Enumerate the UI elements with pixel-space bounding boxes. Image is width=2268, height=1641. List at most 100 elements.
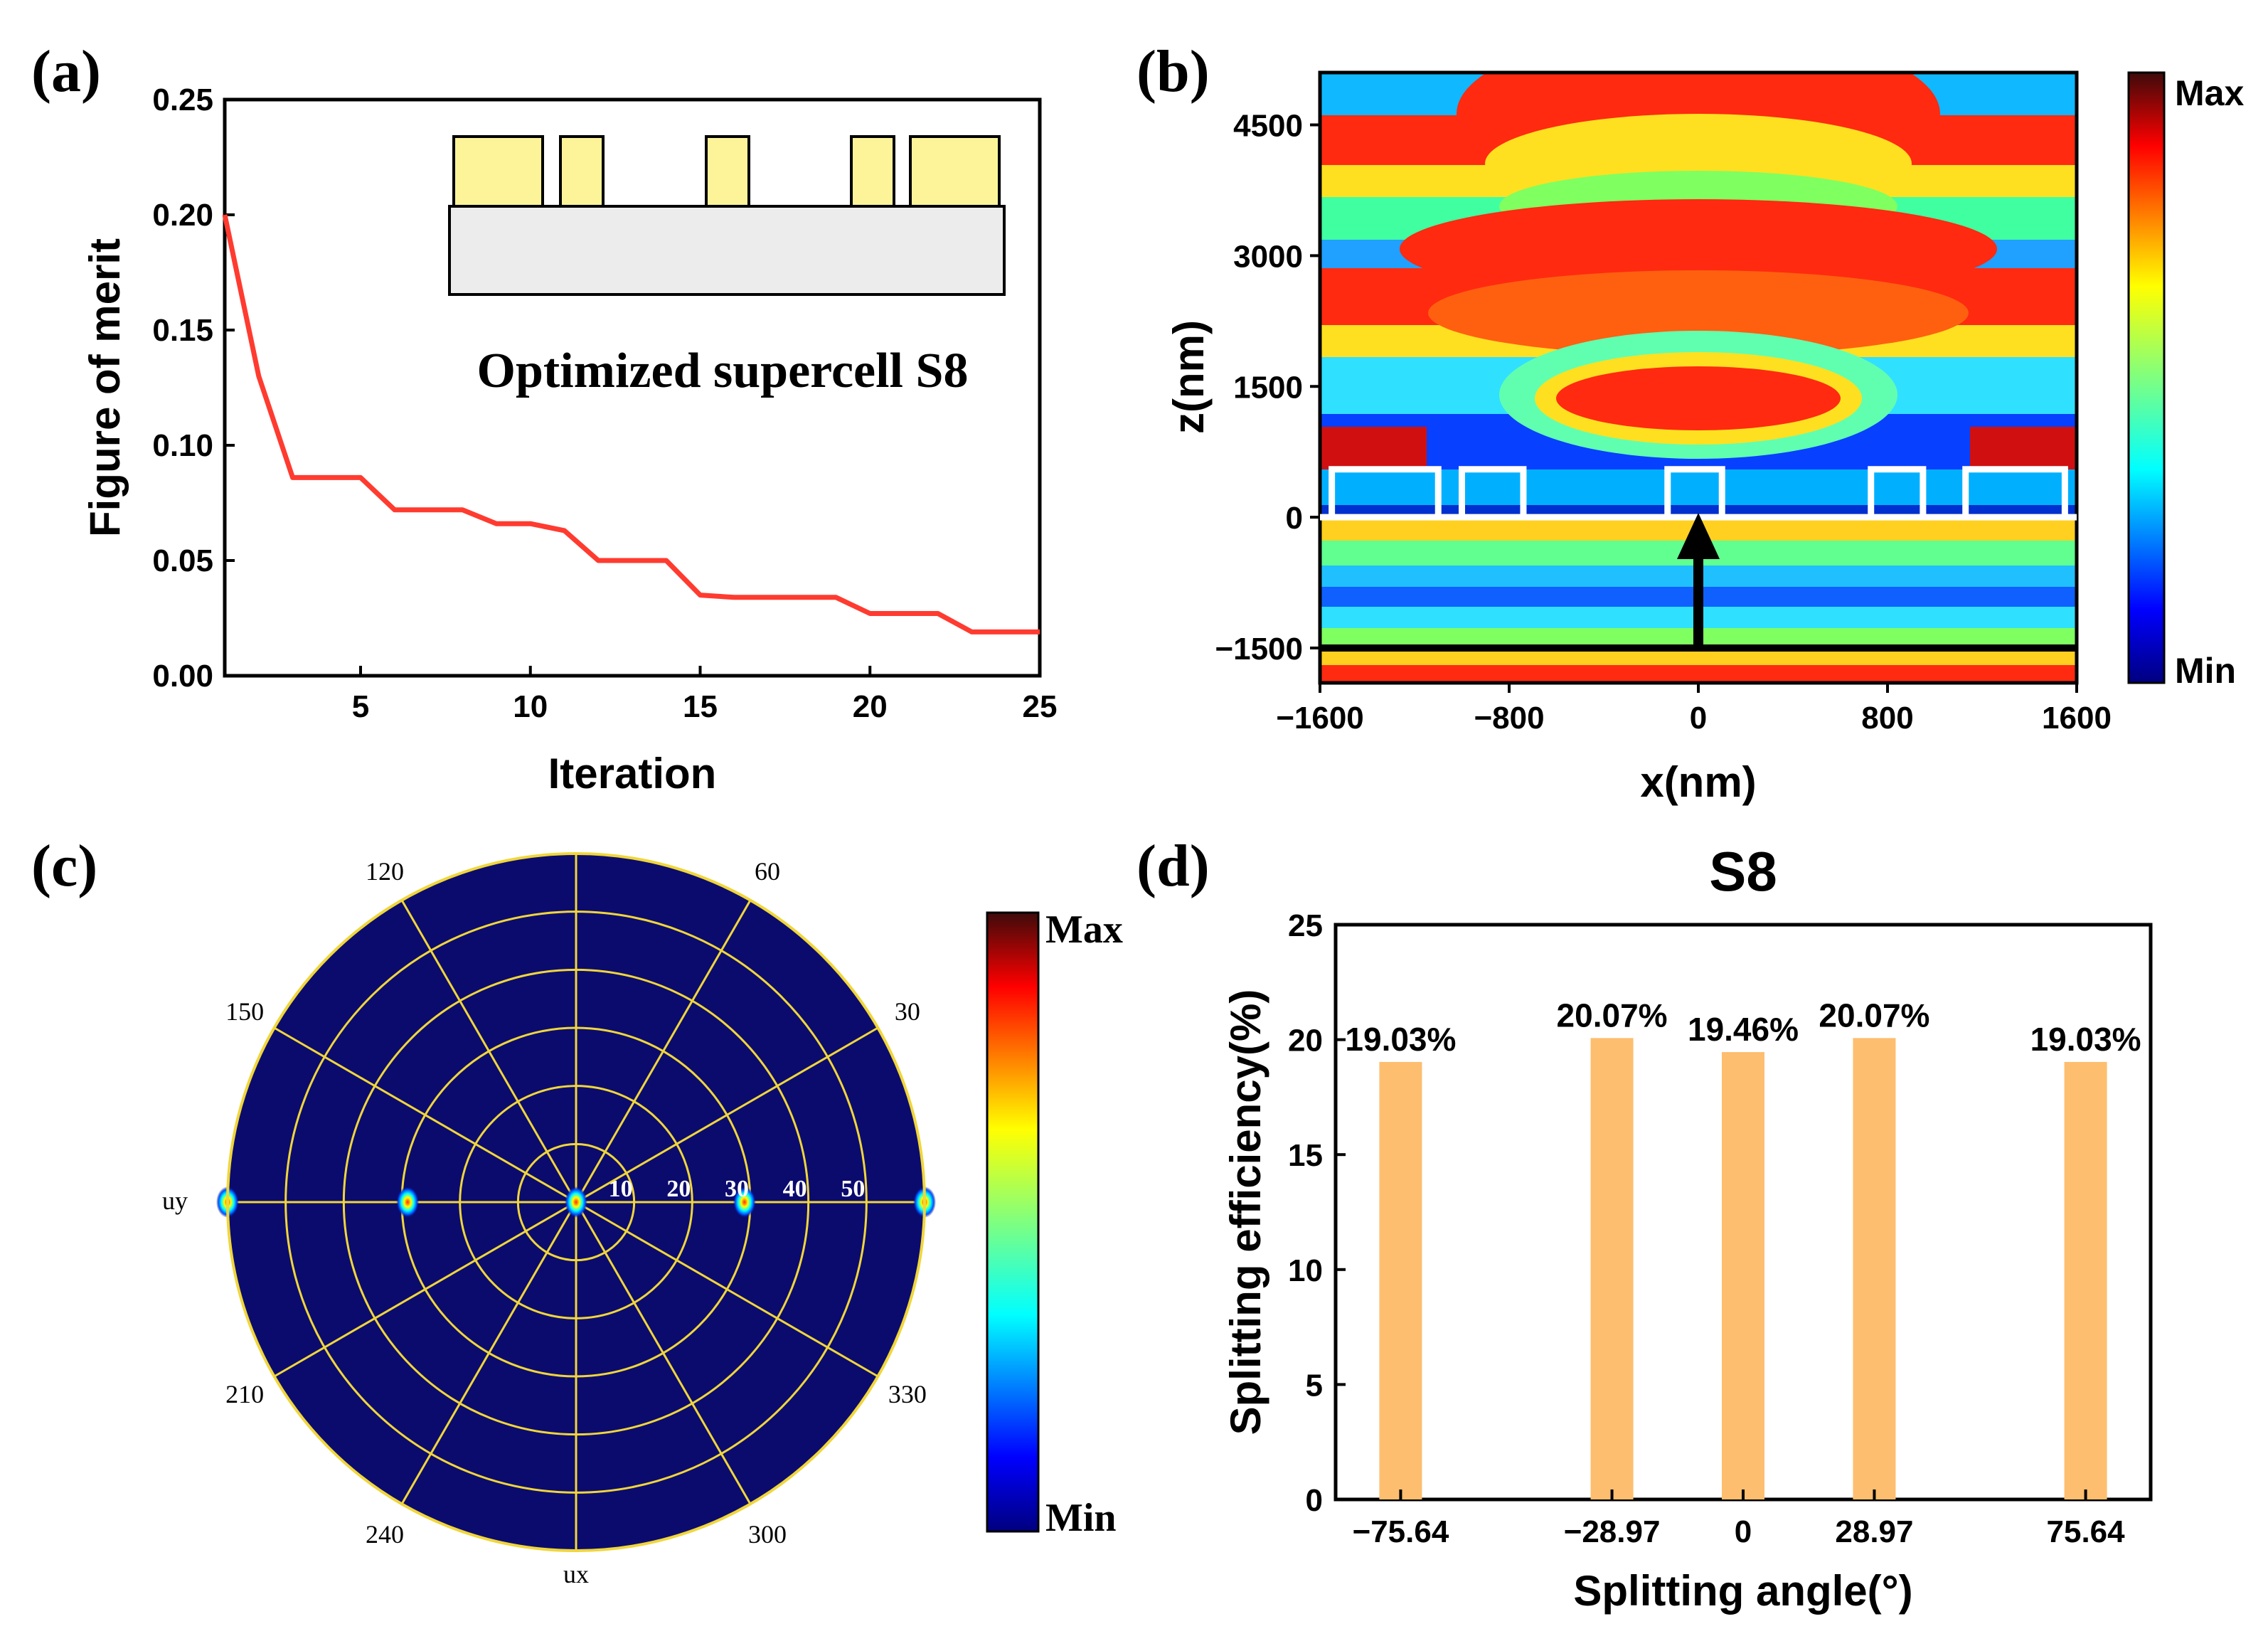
efficiency-bar <box>1379 1061 1422 1499</box>
panel-c-colorbar-min: Min <box>1045 1496 1117 1540</box>
pillar-5 <box>909 135 1001 208</box>
polar-angle-label: 120 <box>366 857 404 886</box>
b-x-tick-label: 800 <box>1861 701 1913 735</box>
pillar-2 <box>559 135 605 208</box>
panel-label-d: (d) <box>1136 833 1210 899</box>
polar-angle-label: 150 <box>225 997 264 1026</box>
panel-a-x-ticks: 5 10 15 20 25 <box>352 666 1058 724</box>
polar-angle-label: 60 <box>755 857 780 886</box>
b-y-tick-label: 3000 <box>1233 239 1303 274</box>
efficiency-bar <box>1722 1052 1764 1499</box>
b-x-tick-label: 0 <box>1690 701 1707 735</box>
panel-b-y-ticks: −1500 0 1500 3000 4500 <box>1215 109 1320 667</box>
a-x-tick-label: 5 <box>352 689 369 724</box>
pillar-4 <box>850 135 895 208</box>
bar-value-label: 20.07% <box>1819 997 1929 1034</box>
inset-label: Optimized supercell S8 <box>477 344 969 398</box>
polar-angle-label: 300 <box>748 1520 787 1549</box>
panel-d-y-label: Splitting efficiency(%) <box>1222 989 1269 1435</box>
polar-angle-labels: 60 30 330 300 240 210 150 120 <box>225 857 927 1549</box>
a-y-tick-label: 0.10 <box>152 428 213 463</box>
panel-a-frame <box>223 97 1042 678</box>
d-x-tick-label: 0 <box>1735 1514 1752 1549</box>
polar-ring-label: 20 <box>666 1176 691 1202</box>
panel-a-x-label: Iteration <box>548 750 717 797</box>
efficiency-bar <box>1590 1038 1634 1499</box>
panel-d-y-ticks: 0 5 10 15 20 25 <box>1288 908 1346 1518</box>
panel-a-y-label: Figure of merit <box>81 238 129 537</box>
polar-hotspot <box>733 1186 756 1218</box>
polar-angle-label: 30 <box>895 997 920 1026</box>
panel-d-x-ticks: −75.64 −28.97 0 28.97 75.64 <box>1353 1489 2126 1549</box>
d-y-tick-label: 5 <box>1306 1368 1323 1403</box>
panel-b-y-label: z(nm) <box>1165 320 1213 434</box>
bar-value-label: 20.07% <box>1557 997 1668 1034</box>
bar-value-label: 19.03% <box>2030 1021 2141 1058</box>
polar-label-uy: uy <box>162 1186 188 1215</box>
polar-ring-label: 50 <box>841 1176 865 1202</box>
panel-d-bars: 19.03% 20.07% 19.46% 20.07% 19.03% <box>1345 997 2141 1499</box>
b-y-tick-label: −1500 <box>1215 632 1303 667</box>
polar-ring-label: 30 <box>725 1176 749 1202</box>
polar-angle-label: 210 <box>225 1380 264 1408</box>
a-x-tick-label: 25 <box>1023 689 1058 724</box>
polar-angle-label: 330 <box>888 1380 927 1408</box>
efficiency-bar <box>1853 1038 1896 1499</box>
panel-label-c: (c) <box>31 833 97 899</box>
panel-d: S8 19.03% 20.07% 19.46% 20.07% 19.03% 0 5 10 15… <box>1222 840 2153 1615</box>
b-x-tick-label: −800 <box>1474 701 1544 735</box>
panel-b-x-ticks: −1600 −800 0 800 1600 <box>1276 683 2112 735</box>
polar-label-ux: ux <box>563 1560 589 1588</box>
panel-c-colorbar-max: Max <box>1045 908 1123 952</box>
polar-ring-label: 40 <box>783 1176 807 1202</box>
bar-value-label: 19.46% <box>1688 1011 1799 1048</box>
panel-label-b: (b) <box>1136 38 1210 105</box>
pillar-outline <box>1962 466 2068 518</box>
pillar-outline <box>1329 466 1442 518</box>
panel-b-colorbar-min: Min <box>2175 651 2236 691</box>
a-x-tick-label: 20 <box>853 689 888 724</box>
panel-b-colorbar <box>2127 71 2166 684</box>
d-y-tick-label: 25 <box>1288 908 1323 943</box>
panel-a: 0.00 0.05 0.10 0.15 0.20 0.25 5 10 15 20 25 Optim… <box>81 83 1057 797</box>
panel-d-x-label: Splitting angle(°) <box>1573 1567 1912 1615</box>
d-x-tick-label: 75.64 <box>2047 1514 2126 1549</box>
panel-c-colorbar <box>986 911 1040 1533</box>
b-x-tick-label: −1600 <box>1276 701 1364 735</box>
a-y-tick-label: 0.20 <box>152 198 213 233</box>
b-x-tick-label: 1600 <box>2042 701 2112 735</box>
d-y-tick-label: 15 <box>1288 1138 1323 1173</box>
a-x-tick-label: 15 <box>683 689 718 724</box>
panel-b-colorbar-max: Max <box>2175 73 2244 113</box>
polar-ring-label: 10 <box>609 1176 633 1202</box>
a-y-tick-label: 0.05 <box>152 543 213 578</box>
b-y-tick-label: 0 <box>1286 501 1303 536</box>
efficiency-bar <box>2064 1061 2107 1499</box>
a-y-tick-label: 0.00 <box>152 659 213 694</box>
substrate <box>448 205 1006 296</box>
pillar-outline <box>1664 466 1725 518</box>
pillar-3 <box>705 135 750 208</box>
panel-label-a: (a) <box>31 38 101 105</box>
figure-of-merit-line <box>222 214 1040 634</box>
a-y-tick-label: 0.15 <box>152 313 213 348</box>
d-x-tick-label: −75.64 <box>1353 1514 1449 1549</box>
panel-d-title: S8 <box>1709 840 1777 903</box>
b-y-tick-label: 4500 <box>1233 109 1303 144</box>
polar-hotspot <box>396 1186 420 1218</box>
d-y-tick-label: 0 <box>1306 1483 1323 1518</box>
pillar-outline <box>1868 466 1927 518</box>
polar-angle-label: 240 <box>366 1520 404 1549</box>
pillar-outline <box>1459 466 1527 518</box>
arrow-head <box>1677 512 1720 559</box>
a-x-tick-label: 10 <box>513 689 548 724</box>
bar-value-label: 19.03% <box>1345 1021 1456 1058</box>
pillar-1 <box>452 135 544 208</box>
d-x-tick-label: −28.97 <box>1564 1514 1661 1549</box>
incident-arrow <box>1677 512 1720 648</box>
polar-ring-labels: 10 20 30 40 50 <box>609 1176 866 1202</box>
b-y-tick-label: 1500 <box>1233 370 1303 405</box>
a-y-tick-label: 0.25 <box>152 83 213 117</box>
